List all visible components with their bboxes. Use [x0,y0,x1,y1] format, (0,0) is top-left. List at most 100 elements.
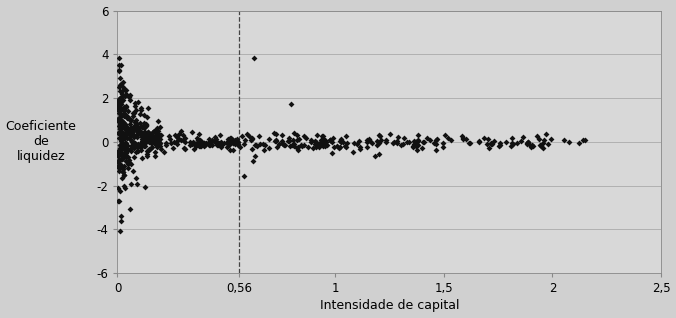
Point [134,128,145,134]
Point [118,169,128,174]
Point [112,185,123,190]
Point [251,143,262,148]
Point [141,137,151,142]
Point [128,128,139,134]
Point [230,141,241,146]
Point [318,144,329,149]
Point [132,130,143,135]
Point [132,181,143,186]
Point [120,125,130,130]
Point [122,129,133,134]
Point [134,143,145,149]
Point [316,137,327,142]
Y-axis label: Coeficiente
de
liquidez: Coeficiente de liquidez [5,121,76,163]
Point [320,144,331,149]
Point [114,165,124,170]
Point [270,132,281,137]
Point [114,69,124,74]
Point [113,135,124,141]
Point [392,135,403,140]
Point [278,142,289,147]
Point [200,141,211,146]
Point [425,137,436,142]
Point [187,141,197,146]
Point [352,142,362,147]
Point [361,139,372,144]
Point [114,107,125,112]
Point [271,145,282,150]
Point [149,134,160,139]
Point [518,134,529,139]
Point [408,144,418,149]
Point [127,114,138,119]
Point [129,104,140,109]
Point [123,94,134,99]
Point [138,131,149,136]
Point [118,113,129,118]
Point [148,136,159,141]
Point [506,141,517,146]
Point [340,144,351,149]
Point [139,120,149,125]
Point [381,139,391,144]
Point [258,148,269,153]
Point [115,144,126,149]
Point [135,130,145,135]
Point [120,153,131,158]
Point [143,135,153,140]
Point [577,137,588,142]
Point [113,152,124,157]
Point [130,142,141,148]
Point [168,145,178,150]
Point [126,138,137,143]
Point [151,132,162,137]
Point [411,138,422,143]
Point [137,125,147,130]
Point [136,145,147,150]
Point [118,97,128,102]
Point [155,132,166,137]
Point [121,125,132,130]
Point [214,140,224,145]
Point [185,139,195,144]
Point [155,143,166,148]
Point [129,141,140,146]
Point [139,131,150,136]
Point [152,139,163,144]
Point [215,141,226,146]
Point [150,128,161,133]
Point [296,144,307,149]
Point [115,128,126,134]
Point [445,138,456,143]
Point [117,145,128,150]
Point [116,119,127,124]
Point [117,156,128,161]
Point [120,88,130,93]
Point [151,130,162,135]
Point [316,134,327,139]
Point [494,142,505,148]
Point [199,142,210,148]
Point [117,153,128,158]
Point [289,144,299,149]
Point [122,148,133,153]
Point [216,143,227,148]
Point [388,139,399,144]
Point [260,142,271,147]
Point [238,173,249,178]
Point [114,163,124,168]
Point [239,138,250,143]
Point [164,137,175,142]
Point [223,138,234,143]
Point [153,142,164,147]
Point [122,124,132,129]
Point [145,136,156,141]
Point [431,148,441,153]
Point [152,129,163,134]
Point [299,134,310,139]
Point [341,134,352,139]
Point [112,198,123,203]
Point [178,132,189,137]
Point [354,147,365,152]
Point [123,161,134,166]
